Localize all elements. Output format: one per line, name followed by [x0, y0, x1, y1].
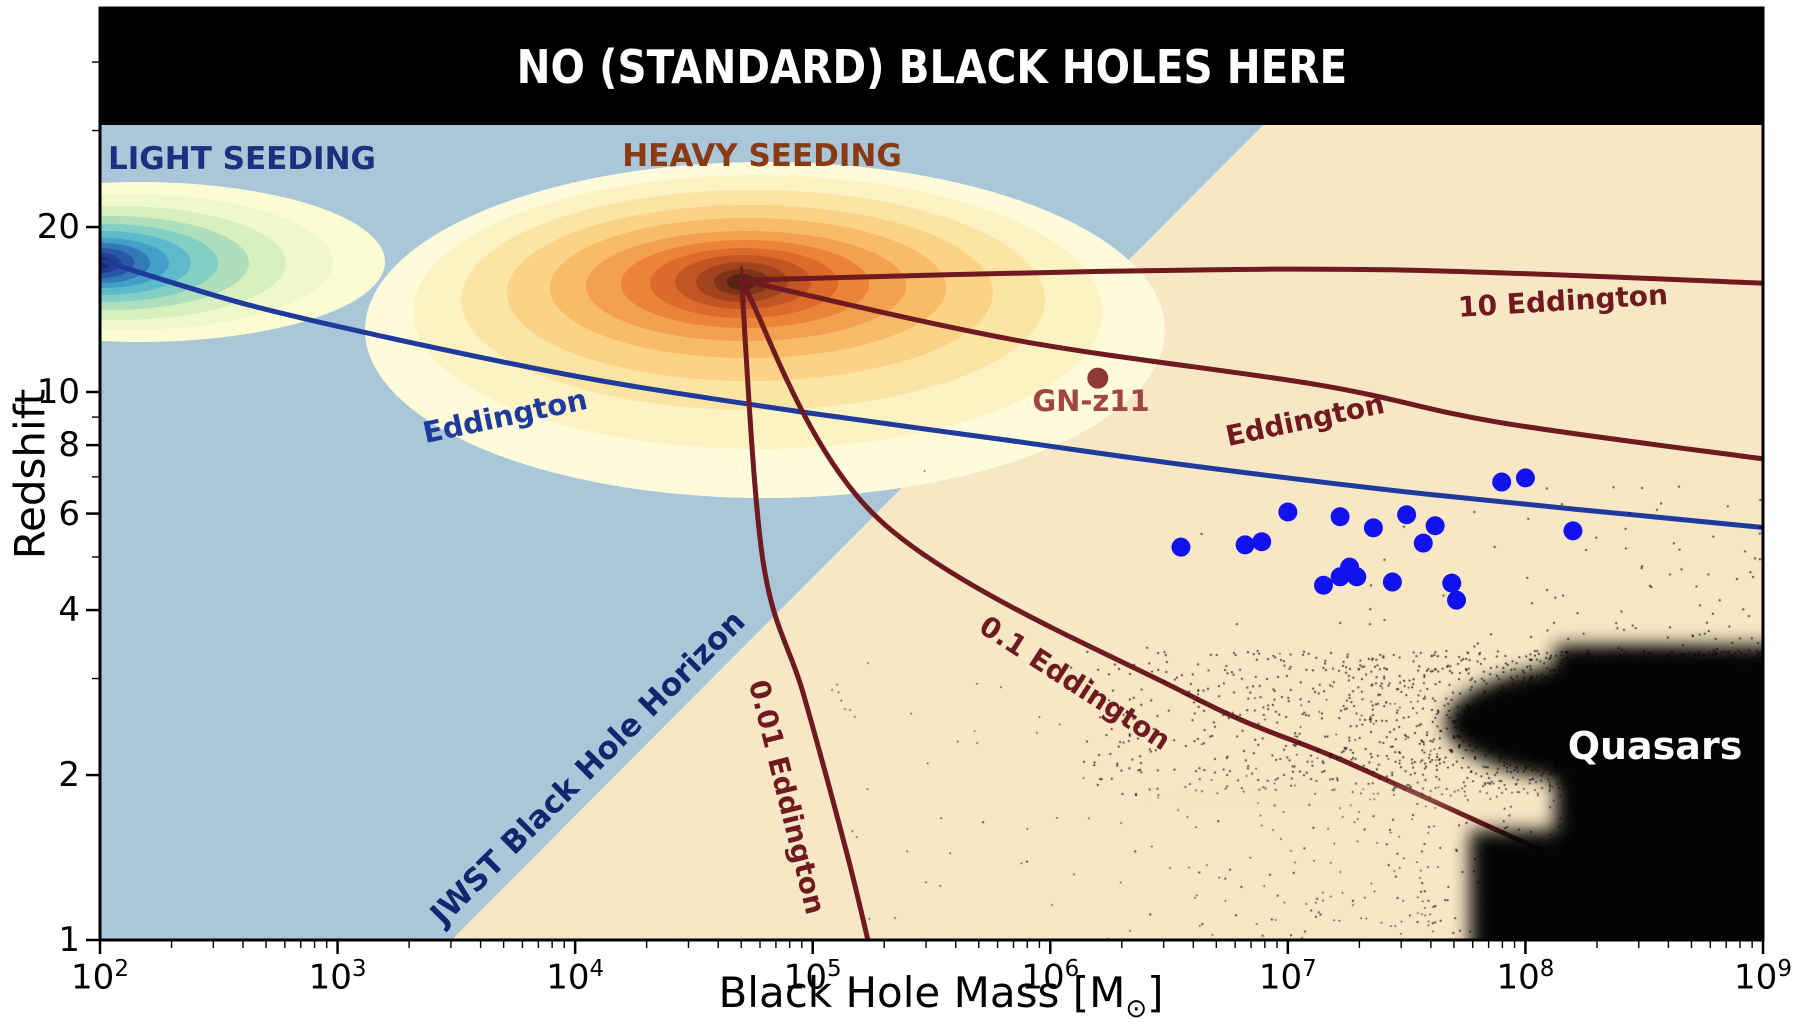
y-tick-label: 6	[58, 493, 80, 534]
quasars-label: Quasars	[1567, 724, 1743, 768]
x-tick-label: 107	[1258, 956, 1317, 998]
quasar-scatter-cloud	[100, 8, 1763, 940]
sun-symbol: ⊙	[1125, 994, 1148, 1024]
y-tick-label: 8	[58, 425, 80, 466]
y-tick-label: 2	[58, 755, 80, 796]
y-tick-label: 1	[58, 920, 80, 960]
y-tick-label: 20	[36, 207, 80, 248]
x-tick-label: 104	[546, 956, 605, 998]
x-tick-label: 109	[1734, 956, 1792, 998]
y-tick-label: 4	[58, 590, 80, 631]
gn-z11-label: GN-z11	[1032, 384, 1150, 418]
x-tick-label: 105	[783, 956, 842, 998]
x-tick-label: 106	[1021, 956, 1080, 998]
x-tick-label: 103	[308, 956, 367, 998]
x-tick-label: 108	[1496, 956, 1555, 998]
x-tick-label: 102	[71, 956, 129, 998]
y-axis-title: Redshift	[5, 388, 55, 560]
light-seeding-label: LIGHT SEEDING	[108, 141, 376, 177]
x-axis-title: Black Hole Mass [M⊙]	[718, 968, 1164, 1024]
y-tick-label: 10	[36, 372, 80, 412]
heavy-seeding-label: HEAVY SEEDING	[622, 138, 902, 174]
